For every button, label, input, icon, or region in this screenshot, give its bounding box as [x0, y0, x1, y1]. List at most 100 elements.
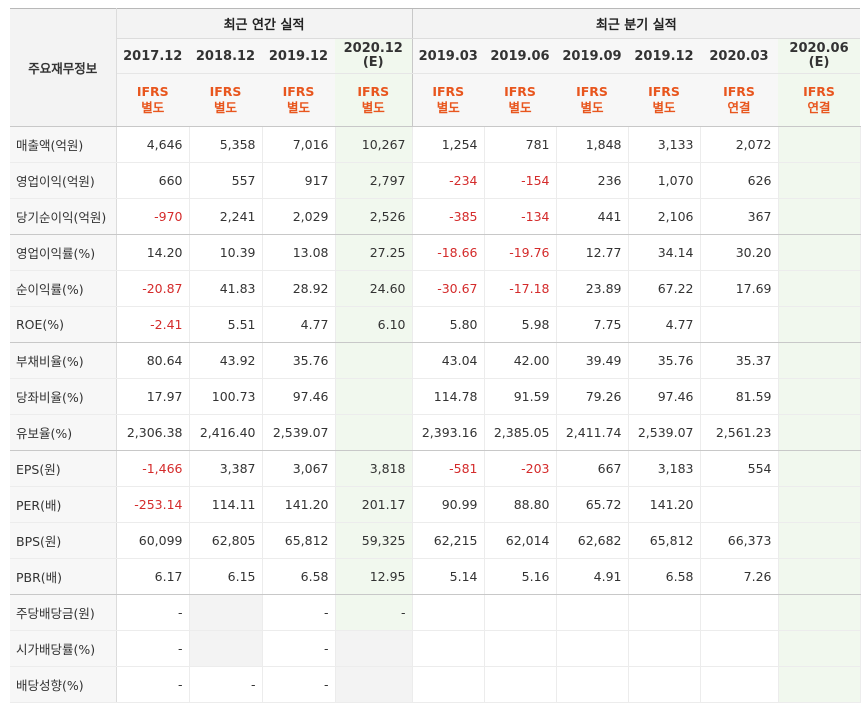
data-cell: 65,812	[262, 522, 336, 559]
period-label: 2017.12	[123, 48, 183, 64]
row-label: 부채비율(%)	[10, 342, 117, 379]
basis-scope: 별도	[361, 100, 385, 115]
table-row: 매출액(억원) 4,646 5,358 7,016 10,267 1,254 781 1,84…	[10, 126, 861, 163]
row-label: 주당배당금(원)	[10, 594, 117, 631]
period-label: 2018.12	[195, 48, 256, 64]
table-row: PBR(배) 6.17 6.15 6.58 12.95 5.14 5.16 4.91 6.58 7…	[10, 558, 861, 595]
basis-standard: IFRS	[209, 84, 242, 99]
data-cell: 6.10	[335, 306, 413, 343]
data-cell: 114.78	[411, 378, 485, 415]
basis-header: IFRS 별도	[262, 73, 335, 127]
data-cell	[778, 162, 861, 199]
data-cell: -30.67	[411, 270, 485, 307]
data-cell	[778, 342, 861, 379]
period-header: 2019.12	[262, 38, 335, 74]
period-header: 2019.06	[484, 38, 556, 74]
data-cell	[335, 378, 413, 415]
period-header-row: 2017.12 2018.12 2019.12 2020.12 (E) 2019.03 20…	[10, 38, 861, 74]
data-cell: 62,805	[189, 522, 263, 559]
row-label: 배당성향(%)	[10, 666, 117, 703]
row-label: 영업이익률(%)	[10, 234, 117, 271]
basis-scope: 별도	[508, 100, 532, 115]
data-cell: 35.37	[700, 342, 779, 379]
data-cell: 2,393.16	[411, 414, 485, 451]
data-cell: 3,183	[628, 450, 701, 487]
data-cell	[628, 630, 701, 667]
data-cell: 80.64	[116, 342, 190, 379]
data-cell: 236	[556, 162, 629, 199]
table-row: ROE(%) -2.41 5.51 4.77 6.10 5.80 5.98 7.75 4.77	[10, 306, 861, 343]
data-cell	[700, 594, 779, 631]
basis-scope: 연결	[727, 100, 751, 115]
data-cell	[778, 486, 861, 523]
data-cell	[556, 594, 629, 631]
data-cell	[335, 342, 413, 379]
period-label: 2020.12	[343, 41, 403, 56]
data-cell: 2,561.23	[700, 414, 779, 451]
data-cell	[778, 594, 861, 631]
data-cell: 17.97	[116, 378, 190, 415]
estimate-mark: (E)	[808, 55, 830, 70]
data-cell	[335, 666, 413, 703]
data-cell: 23.89	[556, 270, 629, 307]
data-cell: 5,358	[189, 126, 263, 163]
data-cell: 2,539.07	[628, 414, 701, 451]
data-cell: 4.91	[556, 558, 629, 595]
basis-header: IFRS 별도	[411, 73, 484, 127]
data-cell: 660	[116, 162, 190, 199]
data-cell: 2,526	[335, 198, 413, 235]
period-label: 2019.06	[490, 48, 550, 64]
period-label: 2020.03	[709, 48, 769, 64]
data-cell	[778, 666, 861, 703]
data-cell: 5.14	[411, 558, 485, 595]
row-label: BPS(원)	[10, 522, 117, 559]
period-header: 2017.12	[116, 38, 189, 74]
data-cell: 91.59	[484, 378, 557, 415]
table-row: 당좌비율(%) 17.97 100.73 97.46 114.78 91.59 79.26 9…	[10, 378, 861, 415]
data-cell: 13.08	[262, 234, 336, 271]
data-cell: 12.77	[556, 234, 629, 271]
data-cell: 441	[556, 198, 629, 235]
data-cell: 7.26	[700, 558, 779, 595]
data-cell: 43.92	[189, 342, 263, 379]
corner-label: 주요재무정보	[10, 8, 117, 127]
data-cell: -	[116, 666, 190, 703]
period-header: 2020.12 (E)	[335, 38, 412, 74]
data-cell: 27.25	[335, 234, 413, 271]
data-cell: 2,241	[189, 198, 263, 235]
financial-summary-table: 주요재무정보 최근 연간 실적 최근 분기 실적 2017.12 2018.12 2…	[10, 8, 861, 703]
data-cell: -234	[411, 162, 485, 199]
data-cell: 141.20	[628, 486, 701, 523]
data-cell: 28.92	[262, 270, 336, 307]
data-cell: 10,267	[335, 126, 413, 163]
data-cell: 2,306.38	[116, 414, 190, 451]
data-cell: -203	[484, 450, 557, 487]
table-row: PER(배) -253.14 114.11 141.20 201.17 90.99 88.8…	[10, 486, 861, 523]
data-cell	[335, 630, 413, 667]
data-cell: 1,254	[411, 126, 485, 163]
data-cell: -253.14	[116, 486, 190, 523]
data-cell	[628, 666, 701, 703]
data-cell: -385	[411, 198, 485, 235]
data-cell	[700, 306, 779, 343]
data-cell: 2,072	[700, 126, 779, 163]
data-cell: 30.20	[700, 234, 779, 271]
data-cell: -	[262, 630, 336, 667]
period-label: 2019.12	[634, 48, 694, 64]
data-cell: 97.46	[628, 378, 701, 415]
data-cell: 41.83	[189, 270, 263, 307]
period-label: 2019.03	[418, 48, 478, 64]
basis-scope: 별도	[213, 100, 237, 115]
data-cell	[778, 234, 861, 271]
basis-standard: IFRS	[432, 84, 465, 99]
data-cell: -2.41	[116, 306, 190, 343]
basis-header: IFRS 별도	[116, 73, 189, 127]
data-cell	[556, 666, 629, 703]
data-cell: 201.17	[335, 486, 413, 523]
data-cell: 4.77	[628, 306, 701, 343]
basis-header: IFRS 별도	[556, 73, 628, 127]
estimate-mark: (E)	[362, 55, 384, 70]
data-cell: 7,016	[262, 126, 336, 163]
basis-standard: IFRS	[282, 84, 315, 99]
